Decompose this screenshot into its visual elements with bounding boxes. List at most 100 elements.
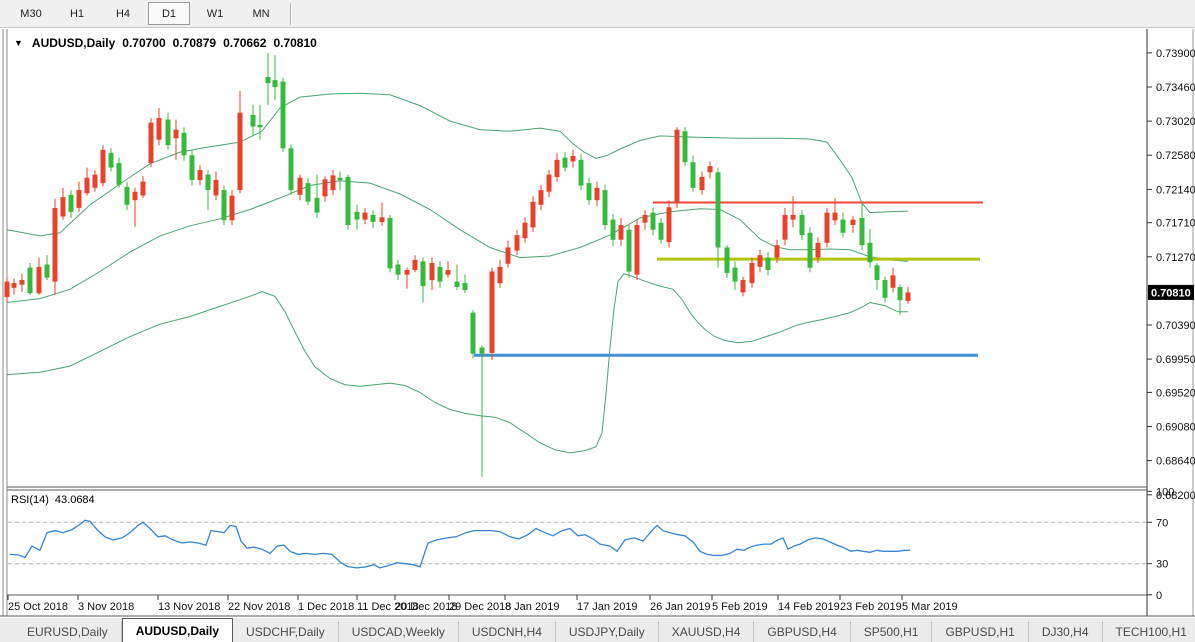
candle-down bbox=[257, 125, 263, 128]
dropdown-arrow-icon[interactable]: ▼ bbox=[14, 38, 23, 48]
candle-up bbox=[429, 263, 435, 281]
candle-up bbox=[570, 156, 576, 162]
candle-down bbox=[650, 212, 656, 230]
chart-tab-usdjpy-daily[interactable]: USDJPY,Daily bbox=[556, 621, 659, 642]
candle-down bbox=[221, 190, 227, 221]
candle-up bbox=[832, 212, 838, 221]
candle-up bbox=[497, 266, 503, 284]
candle-down bbox=[454, 281, 460, 287]
chart-tab-xauusd-h4[interactable]: XAUUSD,H4 bbox=[659, 621, 755, 642]
candle-up bbox=[322, 179, 328, 197]
bollinger-middle-band bbox=[6, 180, 909, 303]
quote-close: 0.70810 bbox=[273, 36, 317, 50]
candle-down bbox=[807, 232, 813, 268]
date-axis-label: 25 Oct 2018 bbox=[8, 601, 68, 613]
candle-down bbox=[314, 197, 320, 213]
candle-down bbox=[354, 211, 360, 220]
candle-up bbox=[76, 190, 82, 208]
chart-tab-usdchf-daily[interactable]: USDCHF,Daily bbox=[233, 621, 339, 642]
candle-up bbox=[412, 259, 418, 270]
price-axis-label: 0.69950 bbox=[1156, 354, 1195, 366]
candle-down bbox=[724, 247, 730, 274]
candle-down bbox=[840, 219, 846, 233]
candle-up bbox=[379, 217, 385, 222]
chart-tab-gbpusd-h4[interactable]: GBPUSD,H4 bbox=[754, 621, 851, 642]
candle-up bbox=[140, 181, 146, 196]
candle-down bbox=[189, 155, 195, 180]
bollinger-upper-band bbox=[6, 92, 909, 237]
date-axis-label: 23 Feb 2019 bbox=[840, 601, 902, 613]
toolbar-separator bbox=[290, 2, 292, 25]
candle-up bbox=[173, 129, 179, 139]
timeframe-toolbar: M30 H1 H4 D1 W1 MN bbox=[0, 0, 1195, 28]
date-axis-label: 17 Jan 2019 bbox=[577, 601, 638, 613]
date-axis-label: 29 Dec 2018 bbox=[449, 601, 511, 613]
candle-down bbox=[165, 119, 171, 146]
chart-tab-gbpusd-h1[interactable]: GBPUSD,H1 bbox=[932, 621, 1029, 642]
candle-down bbox=[68, 194, 74, 212]
candle-down bbox=[27, 267, 33, 294]
date-axis-label: 8 Jan 2019 bbox=[505, 601, 559, 613]
candle-up bbox=[19, 280, 25, 285]
timeframe-button-h1[interactable]: H1 bbox=[69, 7, 85, 20]
candle-down bbox=[690, 162, 696, 188]
date-axis-label: 26 Jan 2019 bbox=[650, 601, 711, 613]
price-axis-label: 0.72580 bbox=[1156, 150, 1195, 162]
price-axis-label: 0.71710 bbox=[1156, 218, 1195, 230]
candle-down bbox=[250, 114, 256, 127]
candle-up bbox=[92, 174, 98, 188]
quote-high: 0.70879 bbox=[172, 36, 217, 50]
candle-down bbox=[337, 177, 343, 180]
candle-down bbox=[387, 218, 393, 269]
candle-down bbox=[280, 81, 286, 149]
candle-up bbox=[905, 292, 911, 301]
date-axis-label: 13 Nov 2018 bbox=[158, 601, 220, 613]
candle-down bbox=[305, 183, 311, 202]
candle-up bbox=[618, 225, 624, 240]
candle-down bbox=[578, 159, 584, 186]
timeframe-button-mn[interactable]: MN bbox=[252, 7, 270, 20]
timeframe-button-m30[interactable]: M30 bbox=[20, 7, 42, 20]
price-axis-label: 0.69520 bbox=[1156, 387, 1195, 399]
chart-tab-usdcnh-h4[interactable]: USDCNH,H4 bbox=[459, 621, 556, 642]
bollinger-lower-band bbox=[6, 273, 908, 454]
candle-up bbox=[52, 208, 58, 282]
candle-up bbox=[594, 187, 600, 201]
candle-down bbox=[124, 187, 130, 205]
candle-down bbox=[658, 222, 664, 240]
candle-up bbox=[84, 177, 90, 194]
candle-up bbox=[404, 270, 410, 275]
candle-up bbox=[505, 247, 511, 264]
quote-low: 0.70662 bbox=[223, 36, 267, 50]
candle-up bbox=[782, 214, 788, 240]
candle-down bbox=[44, 264, 50, 278]
timeframe-button-w1[interactable]: W1 bbox=[206, 7, 224, 20]
rsi-axis-label: 100 bbox=[1156, 486, 1174, 498]
candle-up bbox=[815, 242, 821, 258]
candle-down bbox=[682, 131, 688, 163]
candle-down bbox=[859, 218, 865, 246]
timeframe-button-h4[interactable]: H4 bbox=[115, 7, 131, 20]
chart-tab-tech100-h1[interactable]: TECH100,H1 bbox=[1103, 621, 1195, 642]
candle-up bbox=[156, 118, 162, 140]
candle-up bbox=[790, 214, 796, 220]
candle-up bbox=[554, 159, 560, 177]
price-axis-label: 0.70390 bbox=[1156, 320, 1195, 332]
candle-down bbox=[288, 148, 294, 191]
candle-up bbox=[237, 112, 243, 191]
chart-tab-sp500-h1[interactable]: SP500,H1 bbox=[851, 621, 933, 642]
chart-tab-eurusd-daily[interactable]: EURUSD,Daily bbox=[14, 621, 122, 642]
candle-up bbox=[60, 197, 66, 217]
candle-up bbox=[850, 219, 856, 225]
chart-tab-audusd-daily[interactable]: AUDUSD,Daily bbox=[121, 618, 234, 642]
date-axis-label: 5 Feb 2019 bbox=[712, 601, 768, 613]
candle-up bbox=[297, 177, 303, 195]
price-axis-label: 0.72140 bbox=[1156, 184, 1195, 196]
chart-tabs: EURUSD,Daily AUDUSD,Daily USDCHF,Daily USDC… bbox=[0, 618, 1195, 642]
candle-up bbox=[100, 149, 106, 184]
chart-tab-dj30-h4[interactable]: DJ30,H4 bbox=[1029, 621, 1103, 642]
chart-tab-usdcad-weekly[interactable]: USDCAD,Weekly bbox=[339, 621, 459, 642]
candle-down bbox=[732, 267, 738, 282]
candle-down bbox=[345, 176, 351, 225]
timeframe-button-d1[interactable]: D1 bbox=[148, 2, 190, 25]
